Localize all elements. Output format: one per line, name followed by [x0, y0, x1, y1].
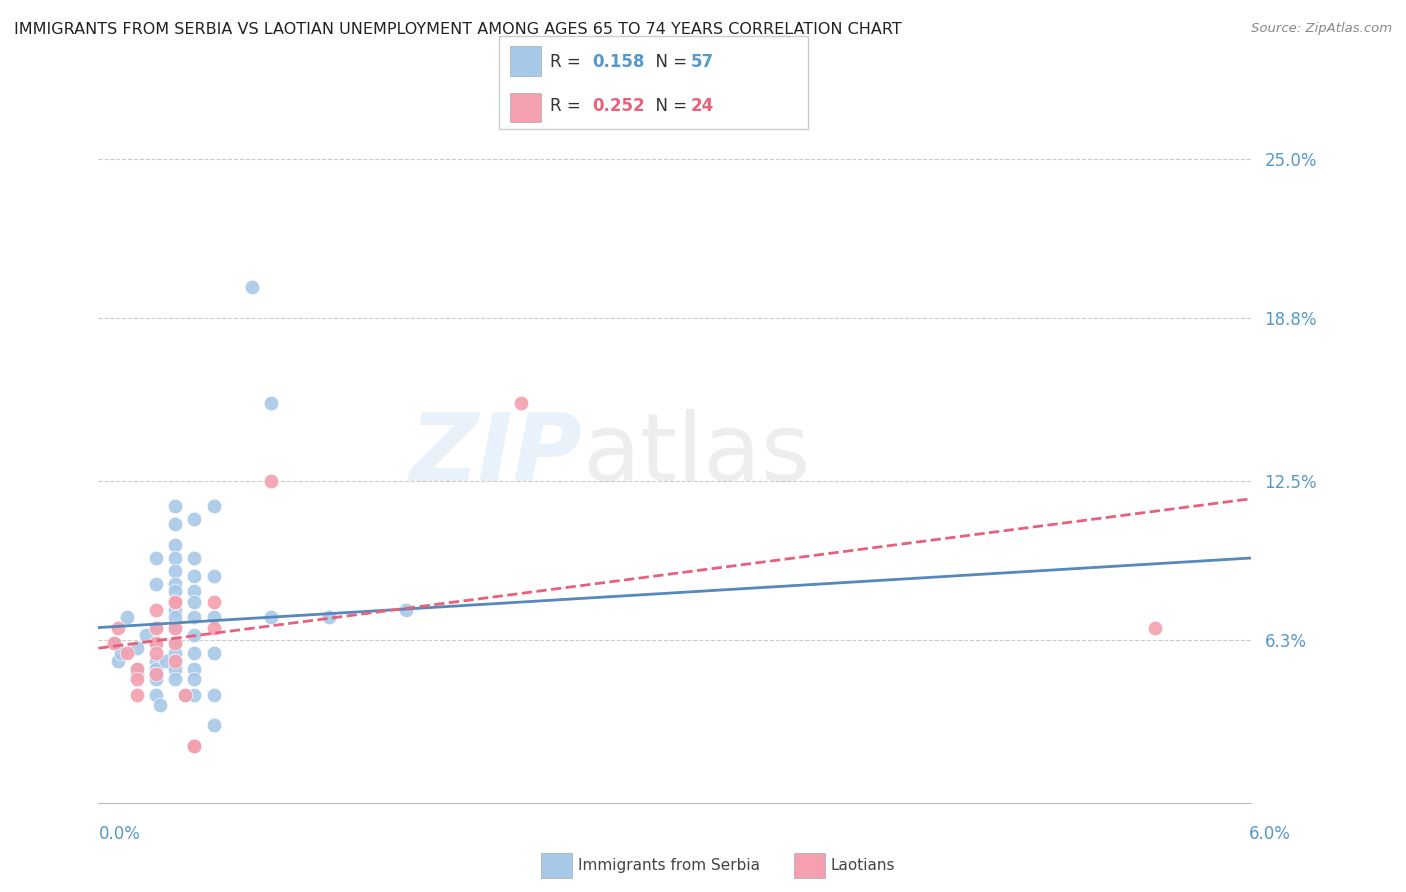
- Point: [165, 654, 187, 668]
- Point: [145, 636, 167, 650]
- Point: [165, 595, 187, 609]
- Point: [125, 672, 148, 686]
- Point: [202, 718, 225, 732]
- Point: [183, 646, 205, 660]
- Point: [183, 739, 205, 753]
- Point: [183, 688, 205, 702]
- Point: [202, 646, 225, 660]
- Text: 6.0%: 6.0%: [1249, 825, 1291, 843]
- Point: [183, 672, 205, 686]
- Point: [125, 662, 148, 676]
- Point: [165, 672, 187, 686]
- Point: [183, 739, 205, 753]
- Point: [260, 396, 283, 410]
- Text: 57: 57: [690, 53, 713, 70]
- Point: [183, 551, 205, 566]
- Text: N =: N =: [645, 97, 693, 115]
- Point: [202, 595, 225, 609]
- Point: [202, 621, 225, 635]
- Point: [145, 662, 167, 676]
- Text: 0.0%: 0.0%: [98, 825, 141, 843]
- Point: [117, 610, 139, 624]
- Point: [125, 662, 148, 676]
- Text: Immigrants from Serbia: Immigrants from Serbia: [578, 858, 759, 872]
- Text: Laotians: Laotians: [831, 858, 896, 872]
- Point: [149, 698, 172, 712]
- Point: [145, 576, 167, 591]
- Point: [125, 688, 148, 702]
- Point: [202, 610, 225, 624]
- Point: [510, 396, 533, 410]
- Point: [103, 636, 125, 650]
- Point: [165, 564, 187, 578]
- Point: [145, 667, 167, 681]
- Point: [202, 569, 225, 583]
- Point: [165, 610, 187, 624]
- Point: [145, 636, 167, 650]
- Point: [107, 654, 129, 668]
- Point: [145, 621, 167, 635]
- Point: [165, 584, 187, 599]
- Text: atlas: atlas: [582, 409, 811, 501]
- Point: [240, 280, 263, 294]
- Point: [165, 551, 187, 566]
- Point: [145, 551, 167, 566]
- Point: [145, 672, 167, 686]
- Point: [135, 628, 157, 642]
- Text: 0.252: 0.252: [592, 97, 644, 115]
- Point: [183, 595, 205, 609]
- Text: 0.158: 0.158: [592, 53, 644, 70]
- Point: [155, 654, 177, 668]
- Point: [183, 584, 205, 599]
- Point: [202, 500, 225, 514]
- Point: [260, 610, 283, 624]
- Text: 24: 24: [690, 97, 714, 115]
- Text: Source: ZipAtlas.com: Source: ZipAtlas.com: [1251, 22, 1392, 36]
- Point: [165, 654, 187, 668]
- Point: [260, 474, 283, 488]
- Text: IMMIGRANTS FROM SERBIA VS LAOTIAN UNEMPLOYMENT AMONG AGES 65 TO 74 YEARS CORRELA: IMMIGRANTS FROM SERBIA VS LAOTIAN UNEMPL…: [14, 22, 901, 37]
- Text: R =: R =: [550, 53, 586, 70]
- Point: [183, 610, 205, 624]
- Point: [165, 636, 187, 650]
- Point: [145, 654, 167, 668]
- Point: [165, 500, 187, 514]
- Point: [165, 576, 187, 591]
- Point: [165, 636, 187, 650]
- Point: [1144, 621, 1167, 635]
- Point: [165, 595, 187, 609]
- Point: [125, 641, 148, 656]
- Point: [165, 602, 187, 616]
- Point: [125, 667, 148, 681]
- Point: [117, 646, 139, 660]
- Point: [145, 621, 167, 635]
- Text: ZIP: ZIP: [409, 409, 582, 501]
- Point: [174, 688, 197, 702]
- Point: [395, 602, 418, 616]
- Point: [110, 646, 132, 660]
- Point: [165, 595, 187, 609]
- Point: [165, 538, 187, 552]
- Point: [183, 569, 205, 583]
- Point: [174, 688, 197, 702]
- Point: [183, 628, 205, 642]
- Point: [183, 512, 205, 526]
- Point: [165, 621, 187, 635]
- Point: [318, 610, 340, 624]
- Text: N =: N =: [645, 53, 693, 70]
- Point: [165, 621, 187, 635]
- Point: [202, 688, 225, 702]
- Point: [165, 646, 187, 660]
- Point: [165, 662, 187, 676]
- Point: [103, 636, 125, 650]
- Point: [107, 621, 129, 635]
- Point: [145, 646, 167, 660]
- Point: [145, 688, 167, 702]
- Point: [145, 667, 167, 681]
- Point: [165, 517, 187, 532]
- Point: [183, 662, 205, 676]
- Point: [145, 602, 167, 616]
- Text: R =: R =: [550, 97, 586, 115]
